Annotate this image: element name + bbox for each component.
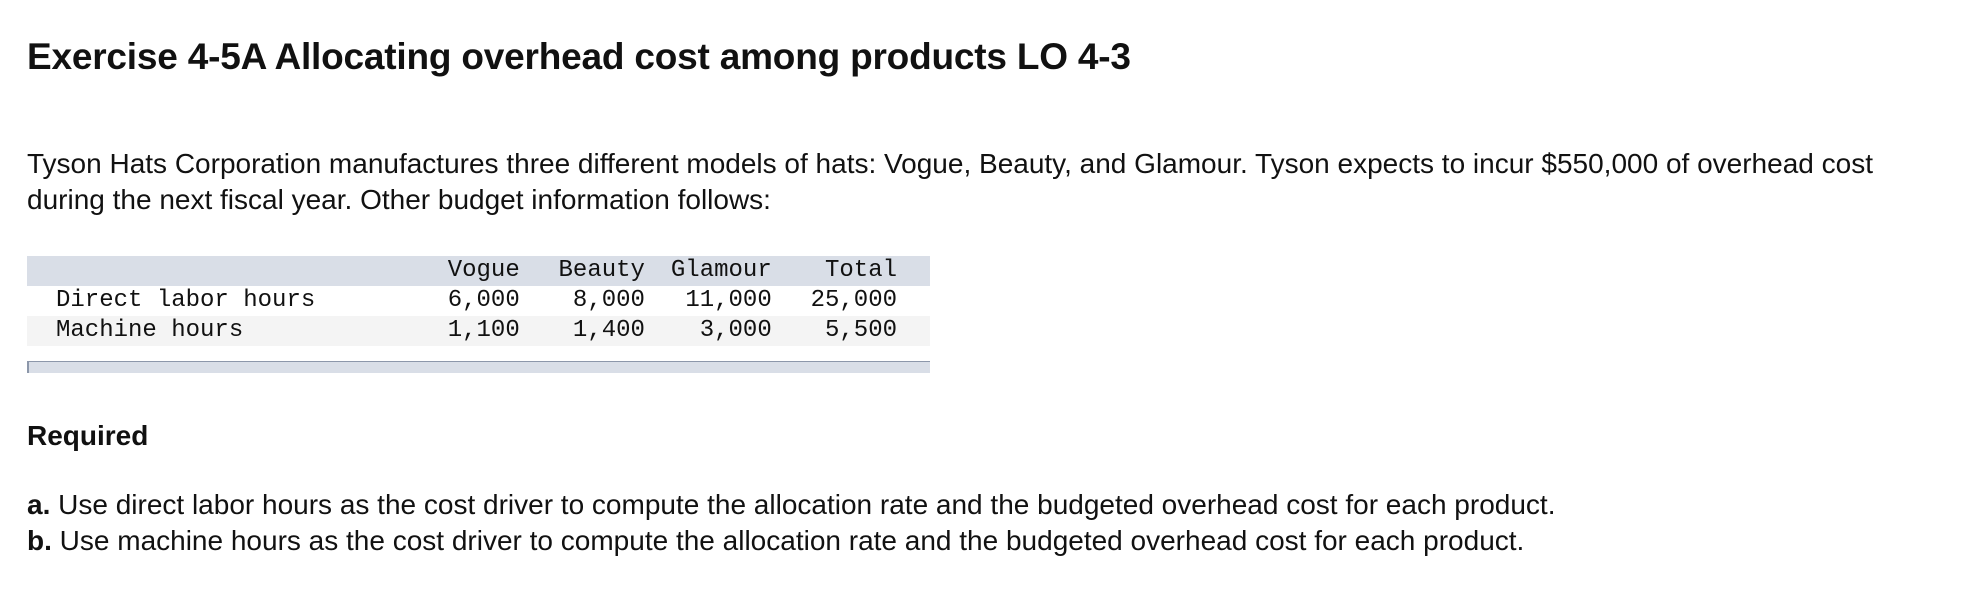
table-horizontal-scrollbar[interactable] bbox=[27, 361, 930, 373]
table-header-row: Vogue Beauty Glamour Total bbox=[27, 256, 930, 286]
requirement-text: Use machine hours as the cost driver to … bbox=[59, 525, 1525, 556]
requirement-a: a. Use direct labor hours as the cost dr… bbox=[27, 487, 1555, 523]
exercise-intro: Tyson Hats Corporation manufactures thre… bbox=[27, 148, 1873, 215]
exercise-title: Exercise 4-5A Allocating overhead cost a… bbox=[27, 36, 1131, 77]
header-total: Total bbox=[824, 257, 897, 284]
cell-vogue: 1,100 bbox=[447, 317, 520, 344]
requirement-letter: a. bbox=[27, 489, 51, 520]
table-row-direct-labor-hours: Direct labor hours 6,000 8,000 11,000 25… bbox=[27, 286, 930, 316]
requirement-b: b. Use machine hours as the cost driver … bbox=[27, 523, 1555, 559]
budget-table: Vogue Beauty Glamour Total Direct labor … bbox=[27, 256, 930, 346]
requirement-letter: b. bbox=[27, 525, 52, 556]
row-label: Machine hours bbox=[56, 317, 244, 344]
cell-beauty: 1,400 bbox=[572, 317, 645, 344]
header-beauty: Beauty bbox=[558, 257, 645, 284]
header-glamour: Glamour bbox=[670, 257, 772, 284]
header-vogue: Vogue bbox=[447, 257, 520, 284]
cell-beauty: 8,000 bbox=[572, 287, 645, 314]
requirements-list: a. Use direct labor hours as the cost dr… bbox=[27, 487, 1555, 559]
cell-total: 5,500 bbox=[824, 317, 897, 344]
budget-table-container: Vogue Beauty Glamour Total Direct labor … bbox=[27, 256, 930, 373]
requirement-text: Use direct labor hours as the cost drive… bbox=[58, 489, 1556, 520]
cell-vogue: 6,000 bbox=[447, 287, 520, 314]
header-label bbox=[27, 256, 414, 286]
table-row-machine-hours: Machine hours 1,100 1,400 3,000 5,500 bbox=[27, 316, 930, 346]
row-label: Direct labor hours bbox=[56, 287, 316, 314]
cell-total: 25,000 bbox=[810, 287, 897, 314]
cell-glamour: 3,000 bbox=[699, 317, 772, 344]
cell-glamour: 11,000 bbox=[685, 287, 772, 314]
required-heading: Required bbox=[27, 420, 149, 451]
